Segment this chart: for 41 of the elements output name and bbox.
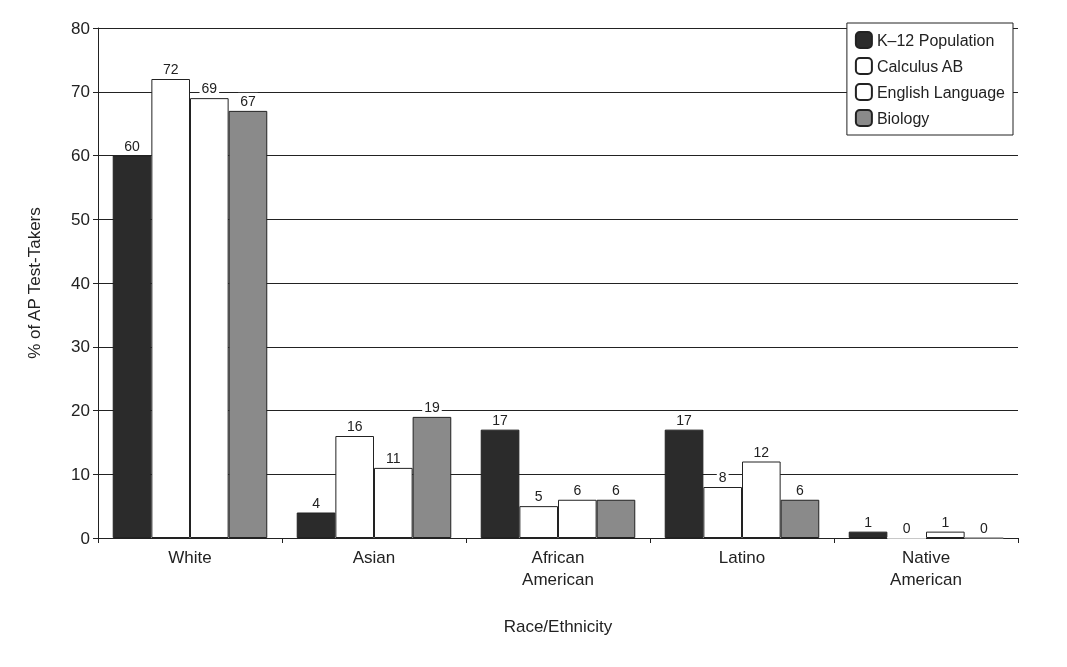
y-tick-label: 50 — [71, 209, 90, 229]
data-label: 12 — [753, 443, 770, 460]
x-tick-label: Native American — [890, 547, 962, 589]
data-label: 11 — [386, 449, 401, 466]
y-tick-label: 60 — [71, 146, 90, 165]
y-tick-label: 70 — [71, 82, 90, 102]
data-label: 4 — [312, 494, 321, 511]
y-tick-label: 10 — [71, 464, 90, 484]
y-tick-label: 80 — [71, 18, 90, 38]
legend-label: Calculus AB — [876, 57, 964, 75]
y-tick-label: 30 — [71, 337, 90, 357]
data-label: 72 — [162, 61, 179, 77]
x-tick-label: White — [168, 547, 212, 567]
data-label: 60 — [124, 137, 141, 154]
bar — [848, 531, 888, 538]
x-tick-label: Asian — [352, 547, 396, 567]
y-axis-title: % of AP Test-Takers — [25, 207, 44, 359]
x-axis-title: Race/Ethnicity — [503, 617, 613, 636]
data-label: 17 — [676, 411, 693, 428]
legend-label: Biology — [876, 109, 930, 127]
data-label: 69 — [201, 80, 218, 97]
data-label: 16 — [346, 418, 363, 434]
data-label: 0 — [980, 519, 989, 536]
data-label: 19 — [424, 398, 440, 415]
y-tick-label: 40 — [71, 273, 90, 293]
data-label: 8 — [718, 469, 727, 485]
data-label: 1 — [941, 513, 950, 530]
data-label: 67 — [240, 92, 256, 109]
data-label: 1 — [864, 513, 873, 530]
x-tick-label: African American — [522, 547, 594, 589]
data-label: 0 — [902, 519, 911, 536]
data-label: 17 — [492, 411, 509, 428]
y-tick-label: 20 — [71, 401, 90, 420]
x-tick-label: Latino — [718, 547, 766, 567]
legend-label: English Language — [876, 83, 1006, 101]
data-label: 5 — [534, 488, 543, 505]
data-label: 6 — [573, 481, 582, 498]
y-tick-label: 0 — [80, 528, 90, 548]
legend-label: K–12 Population — [876, 31, 995, 49]
data-label: 6 — [796, 481, 805, 498]
data-label: 6 — [612, 481, 621, 498]
